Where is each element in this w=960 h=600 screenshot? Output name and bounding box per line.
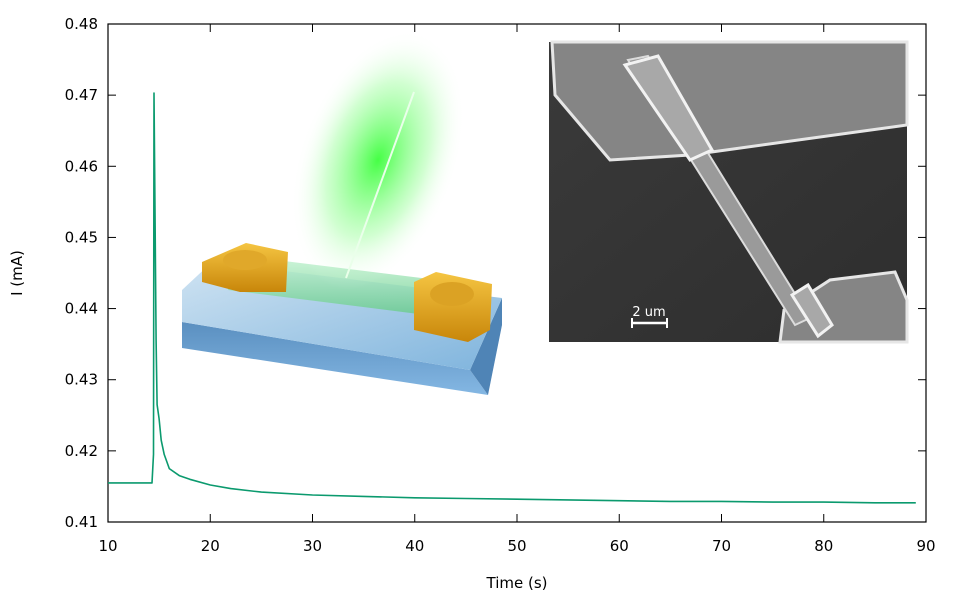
y-tick-label: 0.46	[65, 157, 98, 175]
x-tick-label: 90	[916, 537, 935, 555]
x-axis-title: Time (s)	[486, 574, 548, 592]
y-tick-label: 0.41	[65, 513, 98, 531]
substrate-side	[182, 322, 488, 395]
sem-inset: 2 um	[549, 40, 909, 344]
x-tick-label: 70	[712, 537, 731, 555]
x-tick-label: 30	[303, 537, 322, 555]
x-tick-label: 10	[98, 537, 117, 555]
x-tick-label: 50	[507, 537, 526, 555]
x-tick-label: 20	[201, 537, 220, 555]
y-tick-label: 0.43	[65, 371, 98, 389]
axes: 10 20 30 40 50 60 70 80 90 0.41 0.42 0.43 0.44 0.45 0.…	[65, 15, 936, 555]
laser-beam	[345, 91, 415, 279]
laser-glow	[291, 30, 465, 290]
y-axis-title: I (mA)	[8, 250, 26, 296]
x-tick-label: 60	[610, 537, 629, 555]
series-layer	[108, 92, 916, 504]
y-tick-label: 0.42	[65, 442, 98, 460]
substrate-right-side	[470, 298, 502, 395]
x-tick-label: 40	[405, 537, 424, 555]
y-tick-label: 0.48	[65, 15, 98, 33]
sem-wire-cap-bottom	[789, 282, 834, 339]
sem-wire-cap-top	[622, 54, 715, 162]
sem-scale-label: 2 um	[632, 305, 665, 320]
y-tick-label: 0.45	[65, 228, 98, 246]
y-tick-label: 0.47	[65, 86, 98, 104]
gold-contact-left	[202, 243, 288, 292]
device-illustration	[182, 30, 502, 395]
current-series-line	[108, 92, 916, 504]
y-tick-label: 0.44	[65, 300, 98, 318]
x-tick-label: 80	[814, 537, 833, 555]
gold-contact-right	[414, 272, 492, 342]
